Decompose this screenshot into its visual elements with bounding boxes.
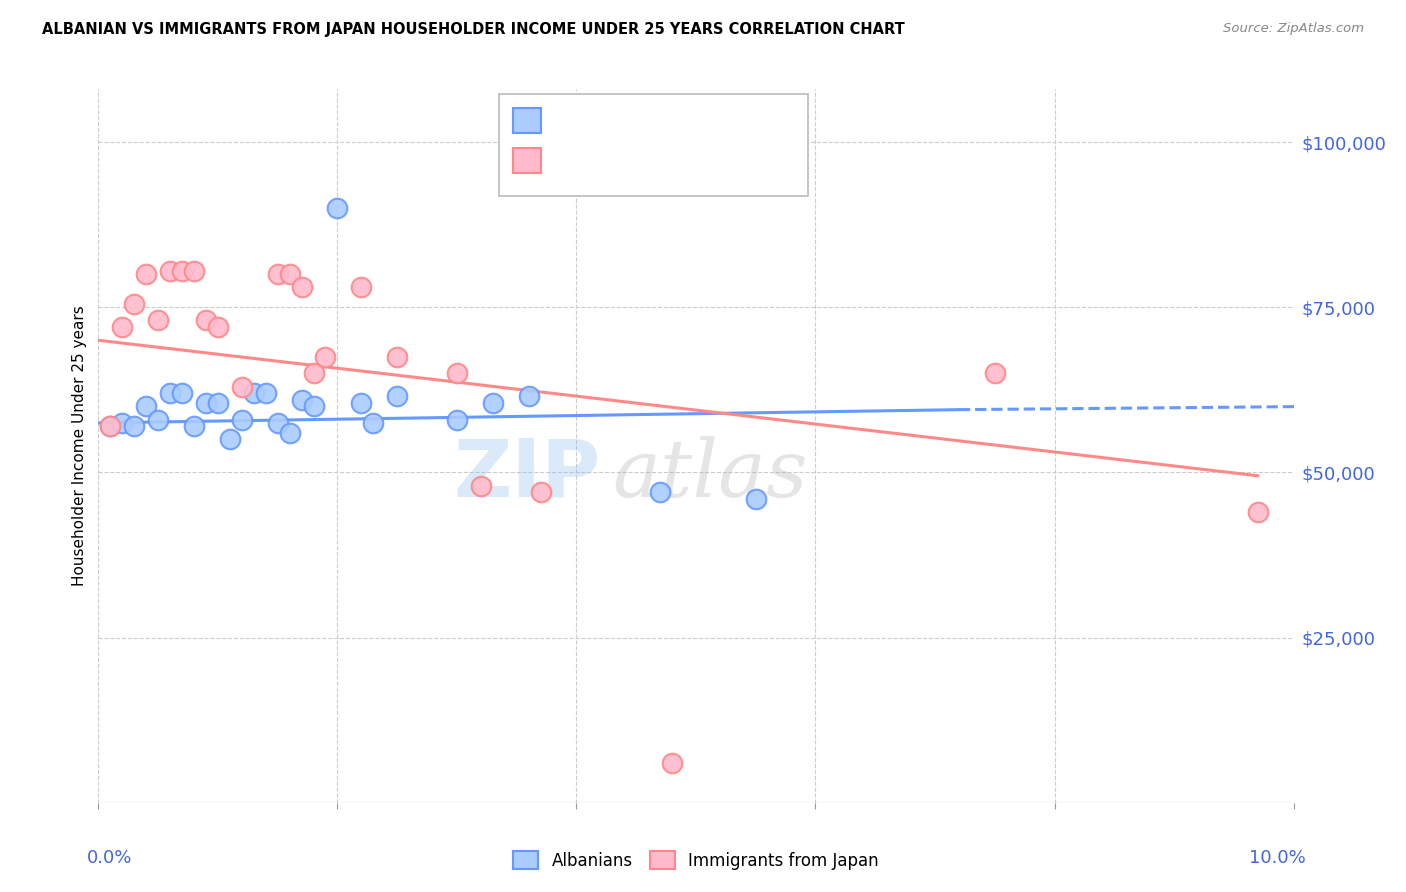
Point: [124, 297, 146, 311]
Point: [267, 267, 290, 281]
Point: [135, 400, 157, 414]
Y-axis label: Householder Income Under 25 years: Householder Income Under 25 years: [72, 306, 87, 586]
Text: Source: ZipAtlas.com: Source: ZipAtlas.com: [1223, 22, 1364, 36]
Point: [745, 491, 768, 506]
Point: [517, 389, 540, 403]
Point: [1247, 505, 1270, 519]
Point: [326, 201, 349, 215]
Point: [172, 386, 194, 401]
Point: [243, 386, 266, 401]
Point: [650, 485, 672, 500]
Point: [172, 264, 194, 278]
Text: -0.206: -0.206: [595, 152, 654, 169]
Point: [148, 313, 170, 327]
Text: 0.0%: 0.0%: [87, 849, 132, 867]
Point: [470, 478, 492, 492]
Point: [124, 419, 146, 434]
Point: [195, 313, 218, 327]
Point: [100, 419, 122, 434]
Point: [231, 412, 253, 426]
Text: R =: R =: [555, 152, 592, 169]
Point: [254, 386, 277, 401]
Point: [278, 425, 301, 440]
Point: [159, 386, 181, 401]
Point: [100, 419, 122, 434]
Point: [219, 433, 242, 447]
Text: atlas: atlas: [613, 436, 807, 513]
Point: [231, 379, 253, 393]
Point: [148, 412, 170, 426]
Point: [183, 419, 205, 434]
Point: [195, 396, 218, 410]
Point: [385, 350, 409, 364]
Text: N =: N =: [651, 152, 688, 169]
Point: [111, 416, 134, 430]
Point: [267, 416, 290, 430]
Point: [135, 267, 157, 281]
Point: [159, 264, 181, 278]
Point: [302, 367, 325, 381]
Text: 27: 27: [686, 112, 710, 129]
Point: [207, 320, 229, 334]
Point: [446, 367, 468, 381]
Point: [385, 389, 409, 403]
Point: [529, 485, 551, 500]
Point: [278, 267, 301, 281]
Text: 24: 24: [686, 152, 710, 169]
Text: 10.0%: 10.0%: [1249, 849, 1306, 867]
Point: [315, 350, 337, 364]
Point: [183, 264, 205, 278]
Point: [984, 367, 1007, 381]
Text: ZIP: ZIP: [453, 435, 600, 514]
Text: ALBANIAN VS IMMIGRANTS FROM JAPAN HOUSEHOLDER INCOME UNDER 25 YEARS CORRELATION : ALBANIAN VS IMMIGRANTS FROM JAPAN HOUSEH…: [42, 22, 905, 37]
Text: 0.030: 0.030: [595, 112, 647, 129]
Point: [291, 280, 314, 294]
Point: [446, 412, 468, 426]
Point: [111, 320, 134, 334]
Point: [350, 280, 373, 294]
Text: R =: R =: [555, 112, 592, 129]
Point: [302, 400, 325, 414]
Point: [661, 756, 683, 771]
Point: [350, 396, 373, 410]
Point: [363, 416, 385, 430]
Text: N =: N =: [651, 112, 688, 129]
Point: [291, 392, 314, 407]
Legend: Albanians, Immigrants from Japan: Albanians, Immigrants from Japan: [506, 845, 886, 877]
Point: [481, 396, 505, 410]
Point: [207, 396, 229, 410]
